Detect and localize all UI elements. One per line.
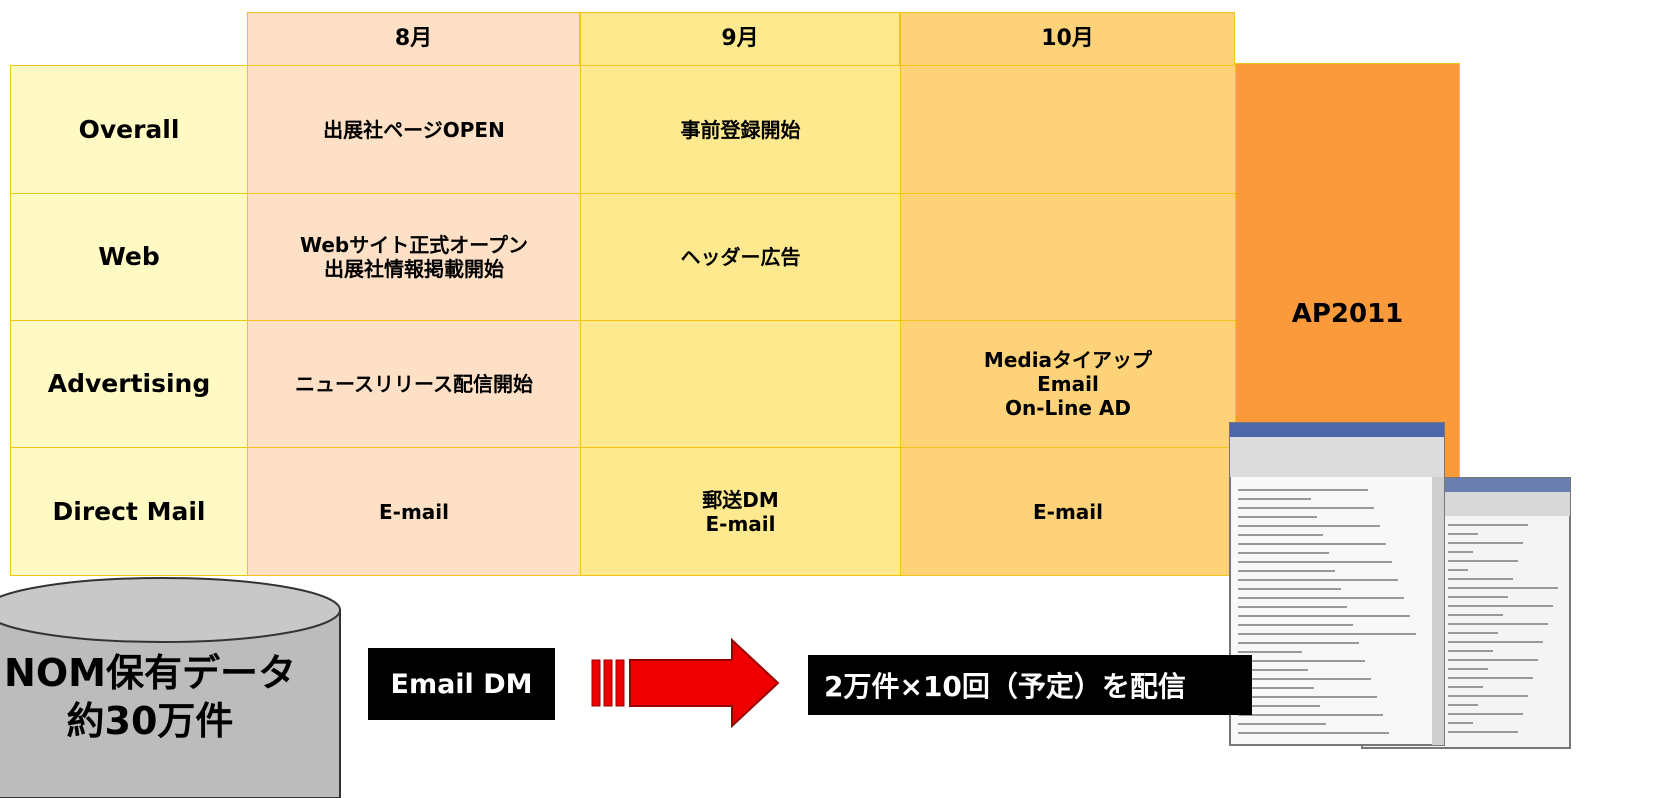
table-cell: Mediaタイアップ Email On-Line AD — [900, 320, 1236, 448]
column-header: 10月 — [900, 12, 1235, 66]
row-header-text: Advertising — [47, 369, 211, 398]
cell-text: 郵送DM — [702, 487, 779, 512]
row-header: Web — [10, 193, 248, 321]
table-cell: ヘッダー広告 — [580, 193, 901, 321]
result-box: 2万件×10回（予定）を配信 — [808, 655, 1252, 715]
row-header: Overall — [10, 65, 248, 194]
row-header-text: Overall — [78, 114, 180, 144]
table-cell: 事前登録開始 — [580, 65, 901, 194]
table-cell: 郵送DM E-mail — [580, 447, 901, 576]
column-header-text: 8月 — [394, 25, 433, 51]
cell-text: ヘッダー広告 — [680, 245, 801, 269]
table-cell: 出展社ページOPEN — [247, 65, 581, 194]
database-cylinder — [0, 577, 341, 798]
email-screenshot — [1229, 422, 1445, 746]
column-header: 8月 — [247, 12, 580, 66]
arrow — [591, 637, 780, 729]
cell-text: Webサイト正式オープン — [299, 233, 529, 257]
row-header-text: Direct Mail — [52, 496, 206, 526]
cell-text: ニュースリリース配信開始 — [295, 372, 533, 396]
result-text: 2万件×10回（予定）を配信 — [824, 670, 1186, 703]
database-label: NOM保有データ 約30万件 — [0, 650, 360, 745]
database-text: 約30万件 — [66, 698, 234, 743]
cell-text: 事前登録開始 — [680, 117, 801, 142]
channel-box: Email DM — [368, 648, 555, 720]
column-header: 9月 — [580, 12, 900, 66]
table-cell — [900, 65, 1236, 194]
cell-text: Email — [1037, 372, 1099, 396]
cell-text: 出展社情報掲載開始 — [324, 257, 504, 281]
cell-text: E-mail — [1032, 499, 1103, 524]
table-cell — [900, 193, 1236, 321]
column-header-text: 10月 — [1041, 25, 1094, 51]
row-header: Advertising — [10, 320, 248, 448]
cell-text: E-mail — [705, 511, 776, 536]
channel-text: Email DM — [390, 668, 533, 700]
table-cell: ニュースリリース配信開始 — [247, 320, 581, 448]
cell-text: E-mail — [378, 499, 449, 524]
row-header-text: Web — [98, 242, 160, 271]
cell-text: 出展社ページOPEN — [323, 117, 505, 142]
cell-text: Mediaタイアップ — [983, 348, 1153, 372]
cell-text: On-Line AD — [1005, 396, 1131, 420]
side-text: AP2011 — [1291, 299, 1404, 329]
column-header-text: 9月 — [721, 25, 759, 51]
database-text: NOM保有データ — [4, 651, 296, 695]
table-cell: E-mail — [900, 447, 1236, 576]
